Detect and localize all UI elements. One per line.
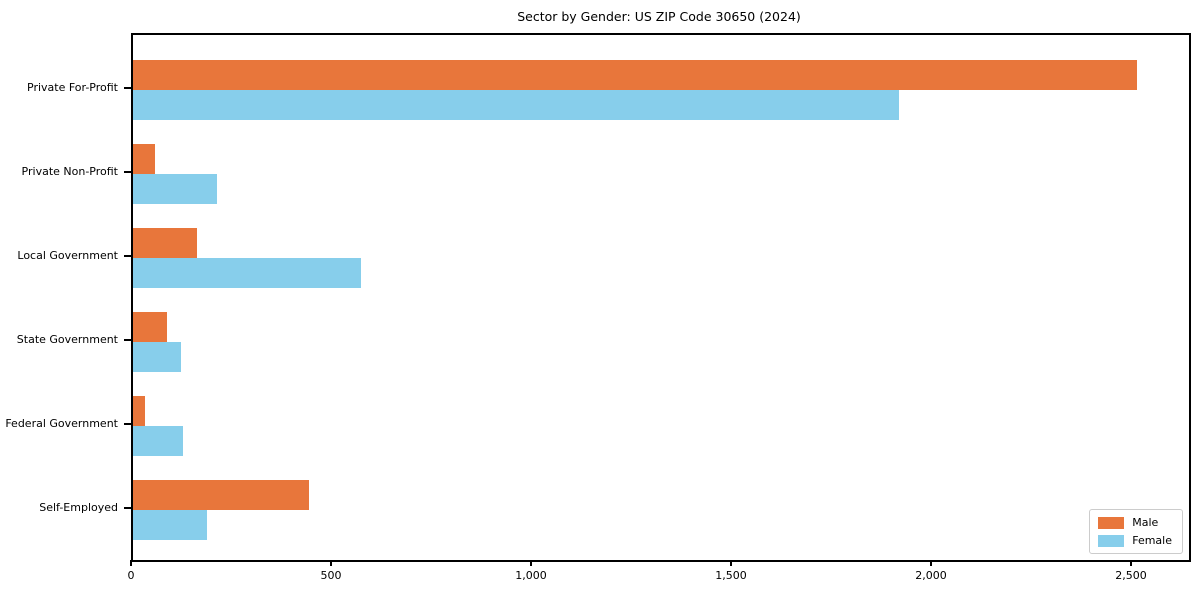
- x-tick-label: 2,500: [1115, 569, 1147, 582]
- legend-item-male: Male: [1098, 516, 1172, 529]
- legend-label-male: Male: [1132, 516, 1159, 529]
- bar-male-federal-government: [133, 396, 145, 426]
- x-tick-mark: [130, 560, 132, 566]
- x-tick-label: 2,000: [915, 569, 947, 582]
- female-series-swatch: [1098, 534, 1125, 547]
- x-tick-mark: [530, 560, 532, 566]
- plot-area: Male Female: [131, 33, 1191, 562]
- y-tick-mark: [124, 507, 131, 509]
- y-tick-mark: [124, 339, 131, 341]
- y-tick-mark: [124, 423, 131, 425]
- x-tick-label: 0: [127, 569, 135, 582]
- bar-female-local-government: [133, 258, 361, 288]
- x-tick-label: 1,500: [715, 569, 747, 582]
- bar-male-private-for-profit: [133, 60, 1137, 90]
- legend-item-female: Female: [1098, 534, 1172, 547]
- bar-female-federal-government: [133, 426, 183, 456]
- x-tick-label: 1,000: [515, 569, 547, 582]
- y-tick-label: Private Non-Profit: [21, 165, 118, 178]
- y-tick-mark: [124, 87, 131, 89]
- bar-male-local-government: [133, 228, 197, 258]
- y-tick-label: Self-Employed: [39, 501, 118, 514]
- x-tick-mark: [930, 560, 932, 566]
- x-tick-mark: [730, 560, 732, 566]
- bar-female-private-non-profit: [133, 174, 217, 204]
- bar-male-private-non-profit: [133, 144, 155, 174]
- x-tick-label: 500: [320, 569, 342, 582]
- bar-male-state-government: [133, 312, 167, 342]
- bar-female-private-for-profit: [133, 90, 899, 120]
- bar-female-self-employed: [133, 510, 207, 540]
- y-tick-label: Private For-Profit: [27, 81, 118, 94]
- y-tick-label: State Government: [16, 333, 118, 346]
- x-tick-mark: [1130, 560, 1132, 566]
- x-tick-mark: [330, 560, 332, 566]
- bar-female-state-government: [133, 342, 181, 372]
- male-series-swatch: [1098, 516, 1125, 529]
- legend-label-female: Female: [1132, 534, 1172, 547]
- y-tick-label: Local Government: [17, 249, 118, 262]
- y-tick-label: Federal Government: [5, 417, 118, 430]
- y-tick-mark: [124, 171, 131, 173]
- bar-male-self-employed: [133, 480, 309, 510]
- chart-title: Sector by Gender: US ZIP Code 30650 (202…: [517, 9, 801, 24]
- y-tick-mark: [124, 255, 131, 257]
- legend: Male Female: [1089, 509, 1183, 554]
